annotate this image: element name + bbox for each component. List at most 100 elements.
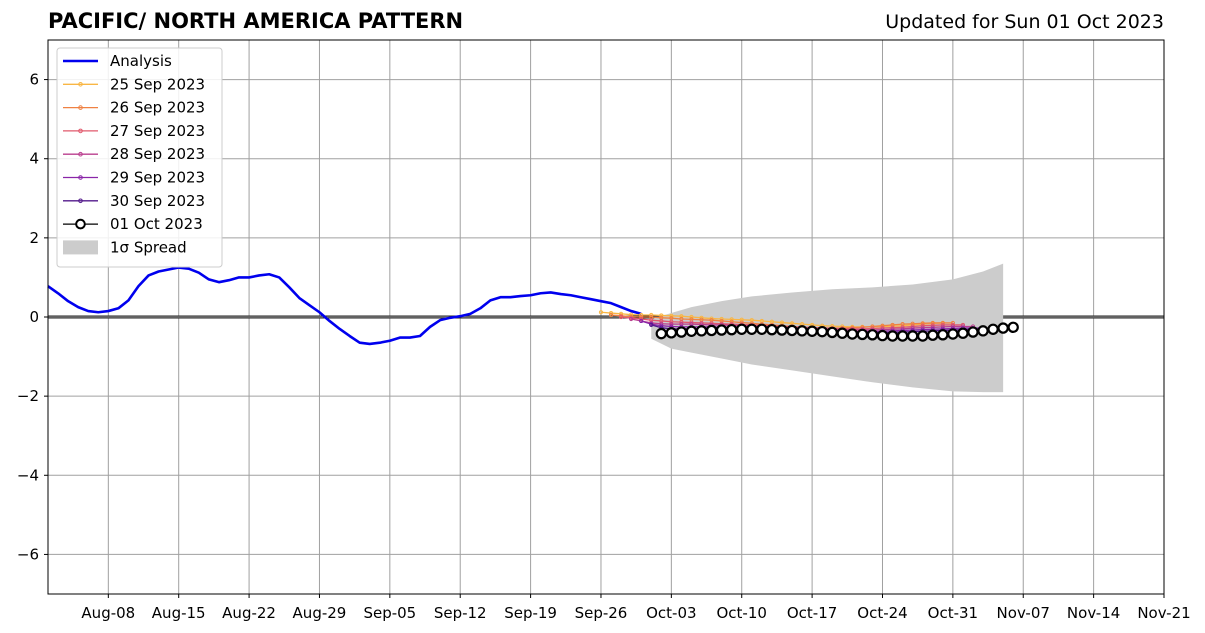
x-tick-label: Oct-17 <box>787 604 837 622</box>
x-tick-label: Oct-24 <box>857 604 907 622</box>
series-layer <box>47 266 1019 346</box>
current-forecast-point <box>886 330 899 342</box>
current-forecast-point <box>796 325 808 337</box>
current-forecast-point <box>977 325 989 337</box>
current-forecast-point <box>836 327 848 339</box>
forecast-point <box>608 312 614 318</box>
x-tick-label: Sep-19 <box>504 604 557 622</box>
forecast-point <box>649 322 654 328</box>
current-forecast-point <box>756 323 768 335</box>
y-tick-label: −4 <box>17 466 39 484</box>
legend-label-forecast: 26 Sep 2023 <box>110 99 205 117</box>
x-tick-label: Aug-08 <box>81 604 135 622</box>
current-forecast-point <box>675 326 688 338</box>
legend-label-forecast: 25 Sep 2023 <box>110 75 205 93</box>
forecast-point <box>669 319 674 324</box>
current-forecast-point <box>987 323 999 335</box>
legend-marker-current <box>75 218 86 230</box>
forecast-point <box>659 313 664 318</box>
current-forecast-point <box>746 323 758 335</box>
axes: 6 4 2 0 −2 −4 −6 Aug-08 Aug-15 Aug-22 Aug-29 Sep-05… <box>17 39 1191 622</box>
x-tick-label: Oct-03 <box>646 604 696 622</box>
current-forecast-point <box>866 329 879 341</box>
forecast-point <box>639 318 644 324</box>
x-tick-label: Sep-12 <box>434 604 487 622</box>
x-tick-label: Sep-26 <box>575 604 628 622</box>
legend-marker-forecast <box>78 82 83 87</box>
current-forecast-point <box>947 328 959 340</box>
current-forecast-point <box>876 329 889 342</box>
x-tick-label: Oct-31 <box>928 604 978 622</box>
current-forecast-point <box>665 327 678 339</box>
current-forecast-point <box>736 323 748 335</box>
forecast-point <box>920 321 925 326</box>
current-forecast-point <box>725 323 738 336</box>
grid-lines <box>48 40 1165 594</box>
current-forecast-point <box>806 325 818 337</box>
current-forecast-point <box>856 328 869 341</box>
x-tick-label: Nov-14 <box>1067 604 1120 622</box>
forecast-point <box>629 316 634 322</box>
x-tick-label: Nov-21 <box>1137 604 1190 622</box>
x-tick-label: Sep-05 <box>363 604 416 622</box>
chart-subtitle: Updated for Sun 01 Oct 2023 <box>885 11 1164 33</box>
y-tick-label: 4 <box>29 150 39 168</box>
current-forecast-point <box>917 330 929 342</box>
chart-title: PACIFIC/ NORTH AMERICA PATTERN <box>48 9 464 33</box>
legend-marker-forecast <box>78 128 83 134</box>
current-forecast-point <box>705 324 718 337</box>
legend-label-forecast: 28 Sep 2023 <box>110 145 205 163</box>
current-forecast-point <box>906 330 919 342</box>
legend-swatch-spread <box>63 240 98 255</box>
current-forecast-point <box>967 326 979 338</box>
x-tick-label: Oct-10 <box>717 604 767 622</box>
current-forecast-point <box>826 326 838 339</box>
current-forecast-point <box>937 329 949 341</box>
forecast-point <box>880 323 885 328</box>
forecast-point <box>669 313 674 318</box>
current-forecast-point <box>715 324 728 336</box>
current-forecast-point <box>816 325 828 338</box>
x-tick-label: Aug-15 <box>152 604 206 622</box>
forecast-line-1 <box>600 311 943 328</box>
forecast-point <box>608 310 614 316</box>
legend-marker-forecast <box>78 151 83 157</box>
forecast-point <box>729 317 734 322</box>
legend-label-current: 01 Oct 2023 <box>110 215 203 233</box>
x-tick-label: Aug-22 <box>222 604 276 622</box>
legend-label-analysis: Analysis <box>110 52 172 70</box>
plot-frame <box>47 39 1165 595</box>
current-forecast-point <box>786 324 798 337</box>
current-forecast-point <box>776 324 788 336</box>
legend-label-forecast: 30 Sep 2023 <box>110 192 205 210</box>
current-forecast-point <box>927 329 939 341</box>
legend-box <box>56 47 223 268</box>
current-forecast-point <box>685 325 698 337</box>
forecast-point <box>930 320 935 326</box>
legend-label-forecast: 29 Sep 2023 <box>110 169 205 187</box>
x-tick-label: Aug-29 <box>293 604 347 622</box>
current-forecast-point <box>957 327 969 339</box>
y-tick-label: 2 <box>29 229 39 247</box>
legend: Analysis 25 Sep 2023 26 Sep 2023 27 Sep 202… <box>56 47 223 268</box>
forecast-point <box>598 310 604 315</box>
legend-marker-forecast <box>78 175 83 180</box>
current-forecast-point <box>655 327 667 340</box>
legend-label-spread: 1σ Spread <box>110 238 187 256</box>
legend-marker-forecast <box>78 105 83 110</box>
current-forecast-point <box>695 325 708 337</box>
y-tick-label: −2 <box>17 387 39 405</box>
y-tick-label: −6 <box>17 545 39 563</box>
forecast-point <box>689 314 694 320</box>
y-tick-label: 0 <box>29 308 39 326</box>
current-forecast-point <box>1007 321 1019 333</box>
y-tick-label: 6 <box>29 71 39 89</box>
x-tick-label: Nov-07 <box>997 604 1050 622</box>
current-forecast-point <box>846 328 859 340</box>
current-forecast-point <box>997 322 1009 334</box>
legend-marker-forecast <box>78 198 83 204</box>
legend-label-forecast: 27 Sep 2023 <box>110 122 205 140</box>
current-forecast-point <box>766 323 778 336</box>
analysis-line <box>47 266 642 346</box>
